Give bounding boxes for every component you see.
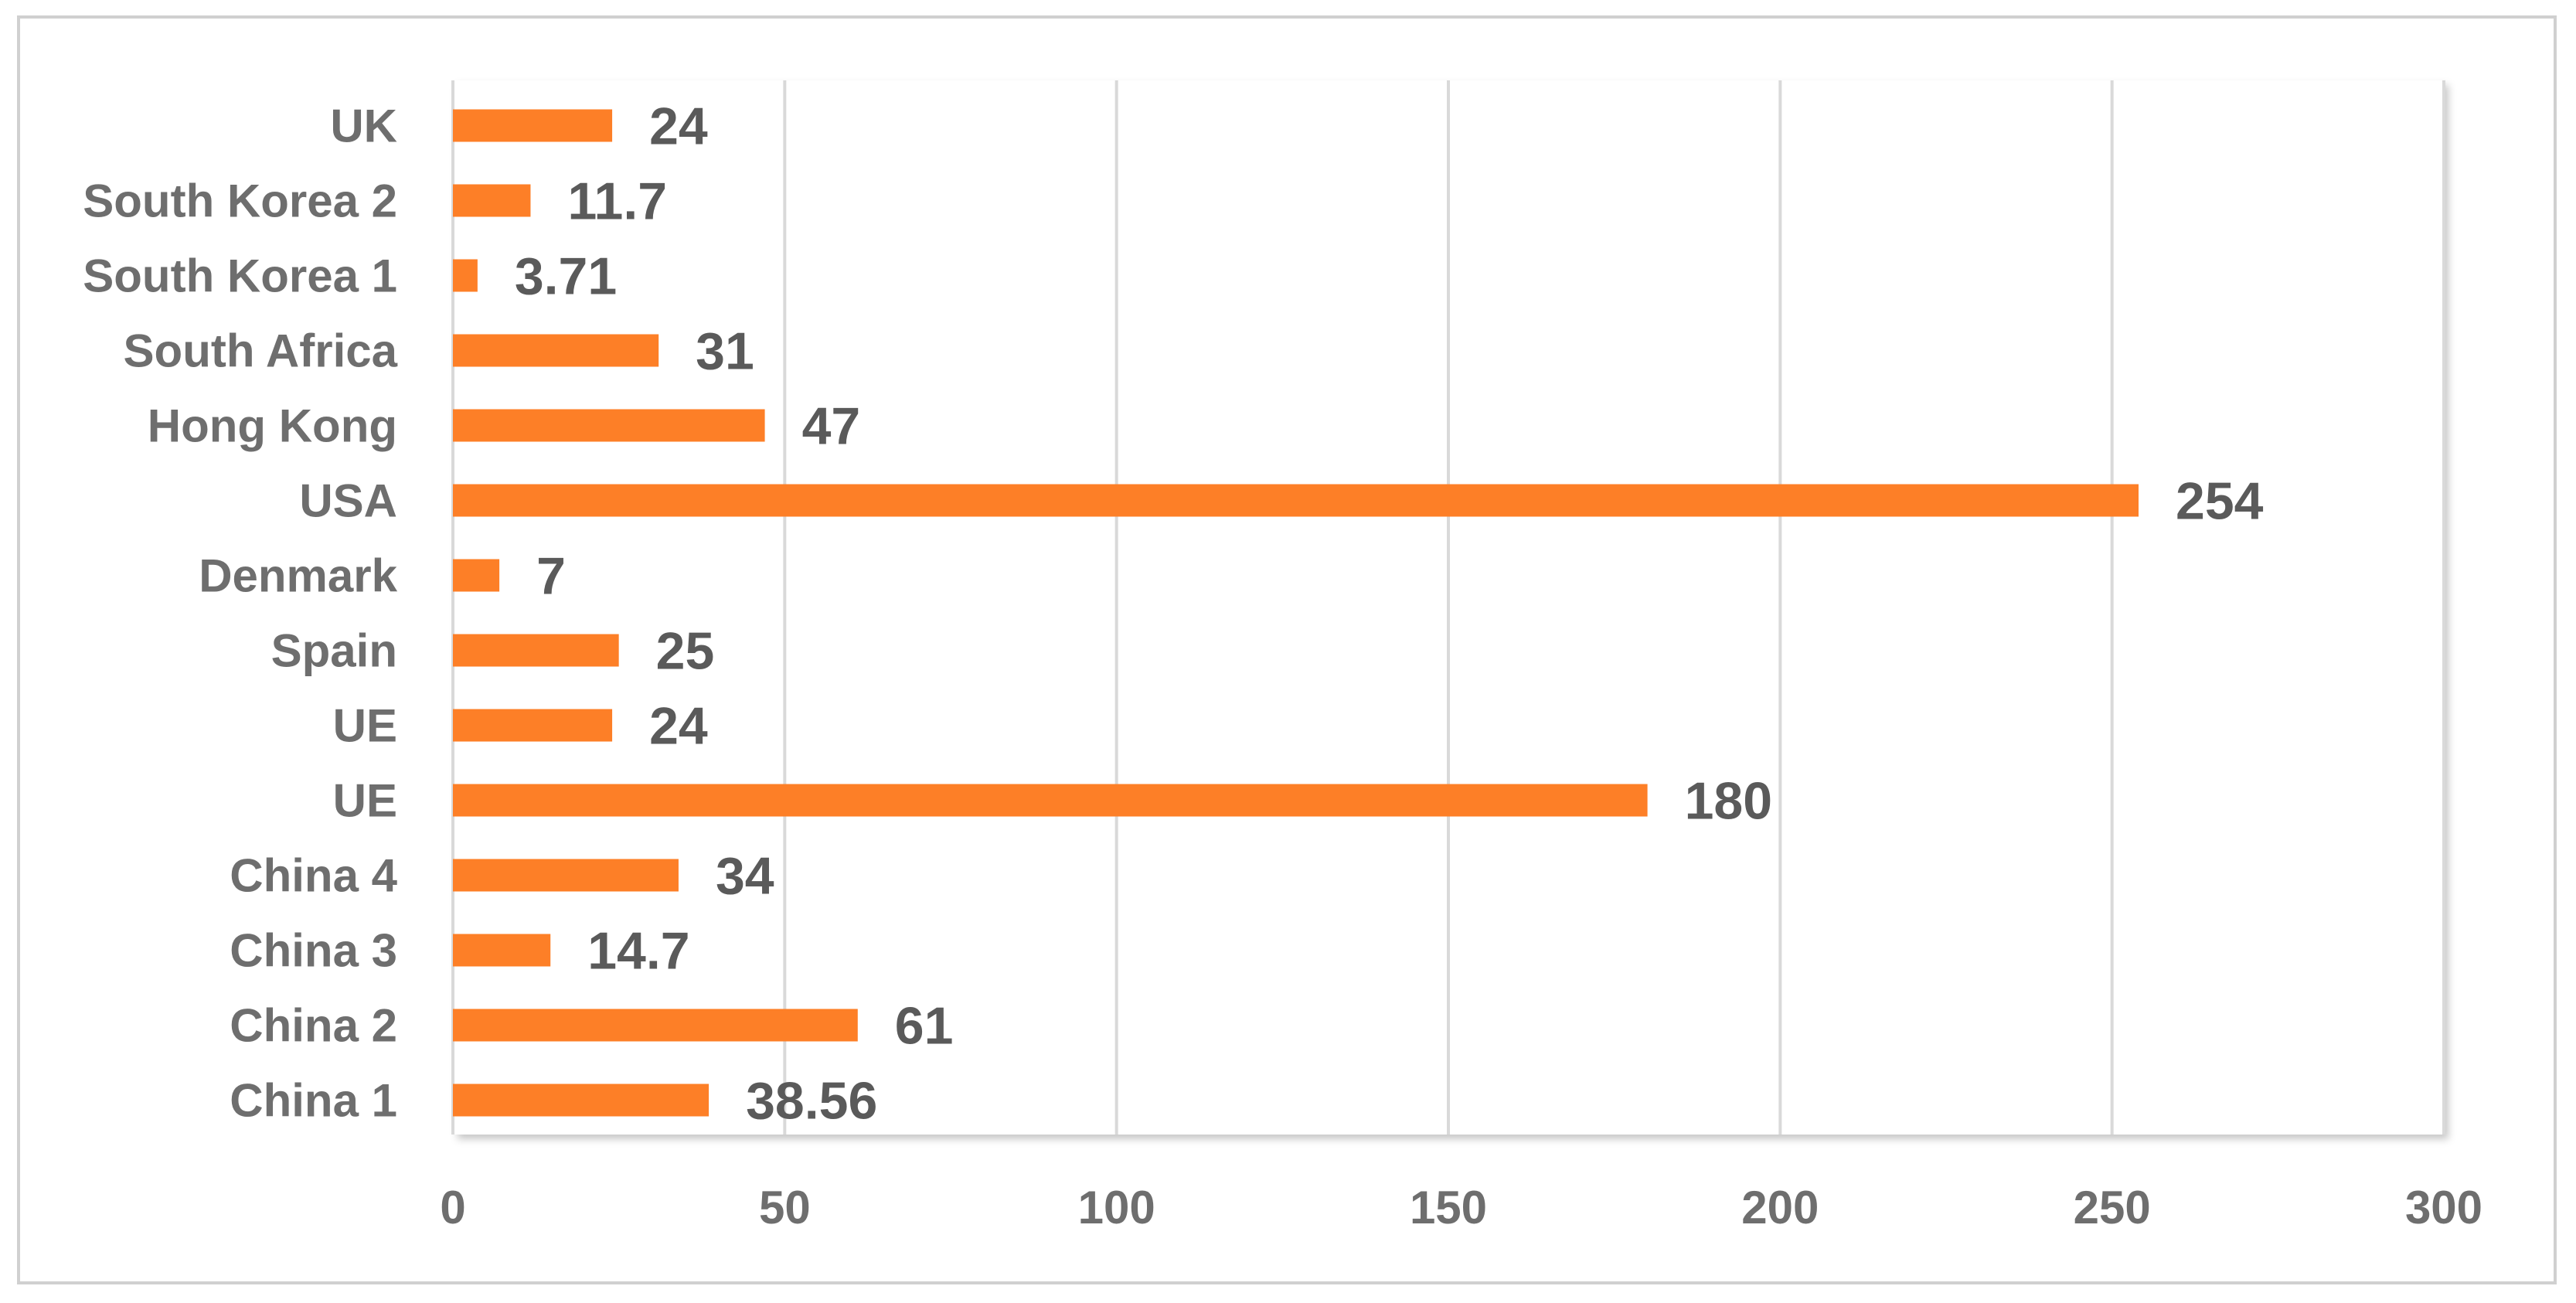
data-label: 254 <box>2176 472 2264 531</box>
x-tick-label: 250 <box>2074 1182 2151 1233</box>
bar <box>453 859 679 892</box>
category-label: China 2 <box>230 1000 397 1052</box>
category-label: UK <box>330 100 397 152</box>
x-tick-label: 150 <box>1410 1182 1487 1233</box>
category-axis: China 1 China 2 China 3 China 4 UE UE Spain Den… <box>83 100 397 1127</box>
bar <box>453 934 551 967</box>
bar <box>453 559 500 592</box>
category-label: China 3 <box>230 925 397 977</box>
x-tick-label: 0 <box>440 1182 465 1233</box>
bar <box>453 709 613 742</box>
data-label: 24 <box>649 697 708 756</box>
gridlines <box>451 80 2445 1135</box>
bar <box>453 334 659 367</box>
data-label: 38.56 <box>746 1072 877 1131</box>
data-label: 31 <box>696 322 754 381</box>
data-label: 34 <box>716 847 774 906</box>
data-labels: 38.56 61 14.7 34 180 24 25 7 254 47 31 3.71 11.7 24 <box>515 97 2264 1131</box>
data-label: 47 <box>802 397 861 456</box>
data-label: 11.7 <box>567 172 667 231</box>
category-label: USA <box>299 475 397 527</box>
data-label: 24 <box>649 97 708 156</box>
data-label: 25 <box>656 622 715 681</box>
bar <box>453 784 1648 817</box>
category-label: Spain <box>271 625 397 677</box>
bar <box>453 409 765 442</box>
category-label: China 1 <box>230 1075 397 1127</box>
bar-series <box>453 109 2139 1117</box>
category-label: UE <box>333 700 397 752</box>
category-label: South Korea 2 <box>83 175 397 227</box>
data-label: 180 <box>1685 772 1772 831</box>
bar <box>453 484 2139 517</box>
category-label: Denmark <box>199 550 397 602</box>
category-label: Hong Kong <box>148 400 397 452</box>
data-label: 14.7 <box>587 922 689 981</box>
x-tick-label: 100 <box>1078 1182 1155 1233</box>
bar <box>453 259 478 292</box>
data-label: 61 <box>895 997 954 1056</box>
data-label: 3.71 <box>515 247 617 306</box>
bar <box>453 1084 710 1117</box>
category-label: UE <box>333 775 397 827</box>
bar <box>453 184 531 217</box>
category-label: China 4 <box>230 850 397 902</box>
x-tick-label: 300 <box>2405 1182 2482 1233</box>
category-label: South Korea 1 <box>83 250 397 302</box>
data-label: 7 <box>536 547 566 606</box>
x-tick-label: 50 <box>759 1182 811 1233</box>
value-axis: 0 50 100 150 200 250 300 <box>440 1182 2482 1233</box>
bar <box>453 1009 858 1042</box>
bar <box>453 634 619 667</box>
x-tick-label: 200 <box>1741 1182 1819 1233</box>
category-label: South Africa <box>124 325 398 377</box>
bar <box>453 109 613 142</box>
